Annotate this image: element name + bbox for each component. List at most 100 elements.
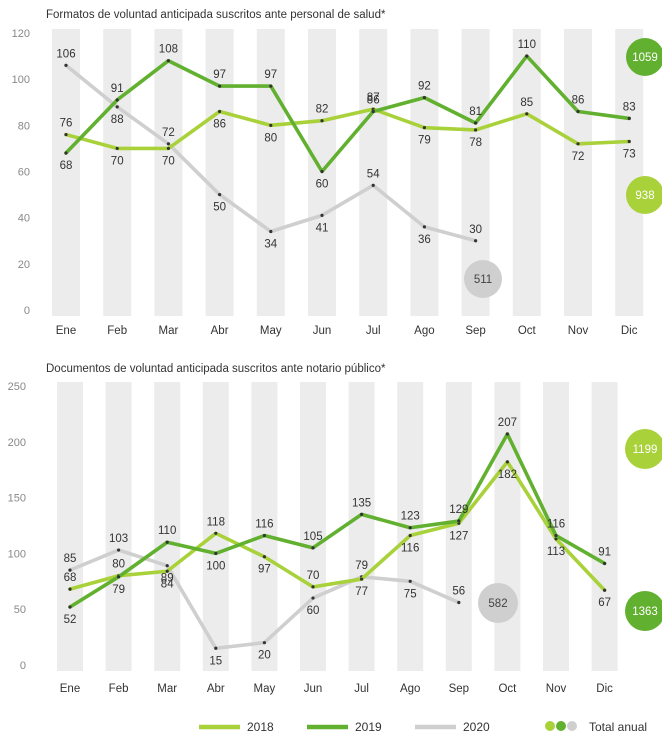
column-bg <box>105 382 132 671</box>
total-bubble-2019 <box>625 591 662 631</box>
data-label-2020: 15 <box>209 655 222 667</box>
data-point-2018 <box>627 139 631 144</box>
column-bg <box>512 29 541 316</box>
data-label-2020: 106 <box>56 48 75 60</box>
data-point-2020 <box>262 641 266 645</box>
data-label-2020: 79 <box>355 560 368 572</box>
x-tick-label: Jul <box>354 683 369 695</box>
data-point-2018 <box>115 146 119 151</box>
data-point-2019 <box>371 109 375 114</box>
data-label-2018: 73 <box>623 148 636 160</box>
data-point-2018 <box>269 123 273 127</box>
x-tick-label: Oct <box>518 325 537 337</box>
x-tick-label: Mar <box>158 325 178 337</box>
data-label-2020: 30 <box>469 224 482 236</box>
column-bg <box>205 29 234 316</box>
data-label-2018: 85 <box>520 97 533 109</box>
x-tick-label: Abr <box>207 683 225 695</box>
y-tick-label: 50 <box>14 604 26 616</box>
data-point-2019 <box>320 169 324 174</box>
data-label-2019: 108 <box>159 44 178 56</box>
data-label-2019: 79 <box>112 584 125 596</box>
y-tick-label: 20 <box>18 259 30 271</box>
x-tick-label: Abr <box>211 325 229 337</box>
data-point-2019 <box>603 561 607 566</box>
x-tick-label: Jun <box>304 683 323 695</box>
legend-total-dot-2019 <box>556 721 566 731</box>
column-bg <box>251 382 278 671</box>
data-label-2019: 116 <box>255 519 273 531</box>
data-point-2018 <box>603 588 607 592</box>
x-tick-label: Feb <box>109 683 129 695</box>
data-point-2019 <box>117 575 121 579</box>
data-point-2019 <box>64 151 68 155</box>
chart-1-panel: 0 20 40 60 80 100 120 Ene Feb Mar Abr May Jun Jul Ago S… <box>12 28 662 337</box>
data-point-2020 <box>218 192 222 197</box>
total-value-2019: 1059 <box>632 52 658 64</box>
data-label-2018: 113 <box>547 546 565 558</box>
total-value-2020: 582 <box>488 598 507 610</box>
data-point-2019 <box>262 533 266 538</box>
y-tick-label: 100 <box>8 548 26 560</box>
column-bg <box>103 29 132 316</box>
data-label-2019: 207 <box>498 417 517 429</box>
data-point-2019 <box>311 546 315 550</box>
x-tick-label: May <box>254 683 276 695</box>
legend-total-dot-2018 <box>545 721 555 731</box>
data-label-2019: 60 <box>316 179 329 191</box>
x-tick-label: Ene <box>60 683 80 695</box>
data-label-2018: 70 <box>307 570 320 582</box>
data-label-2019: 105 <box>303 531 322 543</box>
data-label-2020: 50 <box>213 202 226 214</box>
data-label-2018: 68 <box>64 572 77 584</box>
data-label-2019: 97 <box>264 69 277 81</box>
data-label-2018: 116 <box>401 543 419 555</box>
column-bg <box>591 382 618 671</box>
data-label-2018: 80 <box>264 132 277 144</box>
data-point-2019 <box>408 526 412 530</box>
data-point-2018 <box>214 531 218 535</box>
y-tick-label: 0 <box>24 305 30 317</box>
data-point-2020 <box>117 548 121 552</box>
y-tick-label: 40 <box>18 213 30 225</box>
data-label-2018: 77 <box>355 586 368 598</box>
column-bg <box>410 29 439 316</box>
legend: 2018 2019 2020 Total anual <box>199 720 647 734</box>
y-tick-label: 100 <box>12 74 30 86</box>
data-label-2019: 129 <box>449 504 468 516</box>
total-bubble-2019 <box>626 38 662 76</box>
data-label-2019: 135 <box>352 497 371 509</box>
data-label-2018: 87 <box>367 92 380 104</box>
data-point-2019 <box>576 109 580 114</box>
data-point-2019 <box>68 605 72 609</box>
data-point-2020 <box>64 63 68 67</box>
data-label-2019: 110 <box>158 525 176 537</box>
y-tick-label: 60 <box>18 167 30 179</box>
data-label-2020: 54 <box>367 168 380 180</box>
data-label-2019: 81 <box>469 106 482 118</box>
column-bg <box>202 382 229 671</box>
data-label-2019: 116 <box>547 519 565 531</box>
chart-1-title: Formatos de voluntad anticipada suscrito… <box>46 9 386 21</box>
x-tick-label: Ene <box>56 325 76 337</box>
y-tick-label: 0 <box>20 660 26 672</box>
data-point-2020 <box>68 568 72 572</box>
x-tick-label: Sep <box>449 683 469 695</box>
data-point-2020 <box>166 142 170 146</box>
data-point-2019 <box>214 551 218 556</box>
data-point-2018 <box>422 126 426 130</box>
data-label-2020: 20 <box>258 650 271 662</box>
data-point-2018 <box>311 585 315 589</box>
x-tick-label: Mar <box>157 683 177 695</box>
data-point-2019 <box>525 54 529 58</box>
data-point-2020 <box>422 225 426 229</box>
data-label-2020: 75 <box>404 588 417 600</box>
data-point-2018 <box>320 119 324 123</box>
data-label-2018: 70 <box>111 155 124 167</box>
data-label-2018: 182 <box>498 469 517 481</box>
data-label-2020: 89 <box>161 573 174 585</box>
x-tick-label: Feb <box>107 325 127 337</box>
data-label-2019: 97 <box>213 69 226 81</box>
data-point-2019 <box>422 96 426 100</box>
